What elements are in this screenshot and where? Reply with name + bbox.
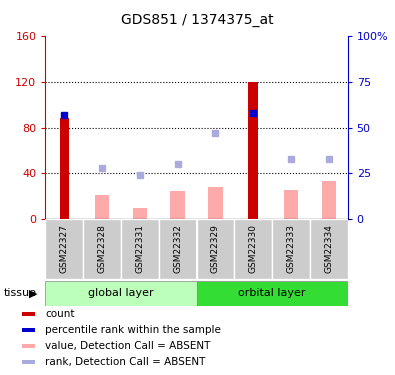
Text: GSM22327: GSM22327 — [60, 224, 69, 273]
Bar — [45, 281, 197, 306]
Bar — [310, 219, 348, 279]
Text: tissue: tissue — [4, 288, 37, 298]
Bar — [272, 219, 310, 279]
Text: percentile rank within the sample: percentile rank within the sample — [45, 325, 221, 335]
Bar — [45, 219, 83, 279]
Text: count: count — [45, 309, 75, 319]
Bar — [234, 219, 272, 279]
Bar — [208, 187, 222, 219]
Text: global layer: global layer — [88, 288, 154, 298]
Text: rank, Detection Call = ABSENT: rank, Detection Call = ABSENT — [45, 357, 206, 367]
Bar — [133, 208, 147, 219]
Bar — [197, 281, 348, 306]
Bar — [22, 328, 35, 332]
Text: orbital layer: orbital layer — [238, 288, 306, 298]
Bar — [121, 219, 159, 279]
Text: GSM22329: GSM22329 — [211, 224, 220, 273]
Bar — [197, 219, 234, 279]
Text: value, Detection Call = ABSENT: value, Detection Call = ABSENT — [45, 341, 211, 351]
Text: GDS851 / 1374375_at: GDS851 / 1374375_at — [121, 13, 274, 27]
Text: GSM22328: GSM22328 — [98, 224, 107, 273]
Bar — [248, 82, 258, 219]
Bar — [322, 182, 336, 219]
Text: GSM22330: GSM22330 — [249, 224, 258, 273]
Bar — [22, 360, 35, 364]
Bar — [60, 118, 69, 219]
Bar — [171, 190, 185, 219]
Bar — [22, 344, 35, 348]
Text: GSM22334: GSM22334 — [324, 224, 333, 273]
Bar — [284, 189, 298, 219]
Text: GSM22332: GSM22332 — [173, 224, 182, 273]
Bar — [159, 219, 197, 279]
Bar — [83, 219, 121, 279]
Bar — [22, 312, 35, 316]
Bar — [95, 195, 109, 219]
Text: GSM22331: GSM22331 — [135, 224, 144, 273]
Text: GSM22333: GSM22333 — [286, 224, 295, 273]
Text: ▶: ▶ — [29, 288, 38, 298]
